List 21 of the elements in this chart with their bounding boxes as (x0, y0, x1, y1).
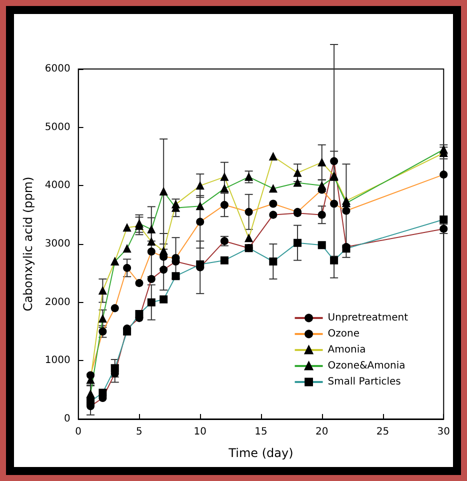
x-axis-title: Time (day) (228, 446, 294, 460)
legend-label: Unpretreatment (328, 312, 408, 324)
y-tick-label: 2000 (44, 296, 70, 308)
legend-label: Ozone&Amonia (328, 360, 406, 372)
y-tick-label: 4000 (44, 180, 70, 192)
x-tick-label: 0 (75, 426, 82, 438)
y-tick-label: 3000 (44, 238, 70, 250)
y-axis-title: Cabonxylic acid (ppm) (21, 176, 35, 312)
x-tick-label: 20 (316, 426, 328, 438)
y-tick-label: 0 (64, 414, 70, 424)
legend-label: Amonia (328, 344, 366, 356)
y-tick-label: 5000 (44, 122, 70, 133)
y-tick-label: 6000 (44, 64, 70, 74)
x-tick-label: 10 (194, 426, 206, 438)
legend-label: Small Particles (328, 376, 401, 388)
legend-label: Ozone (328, 328, 360, 340)
x-tick-label: 5 (136, 426, 142, 438)
x-tick-label: 15 (254, 426, 268, 438)
y-tick-label: 1000 (44, 355, 70, 366)
x-tick-label: 25 (376, 426, 390, 438)
x-tick-label: 30 (437, 426, 450, 438)
